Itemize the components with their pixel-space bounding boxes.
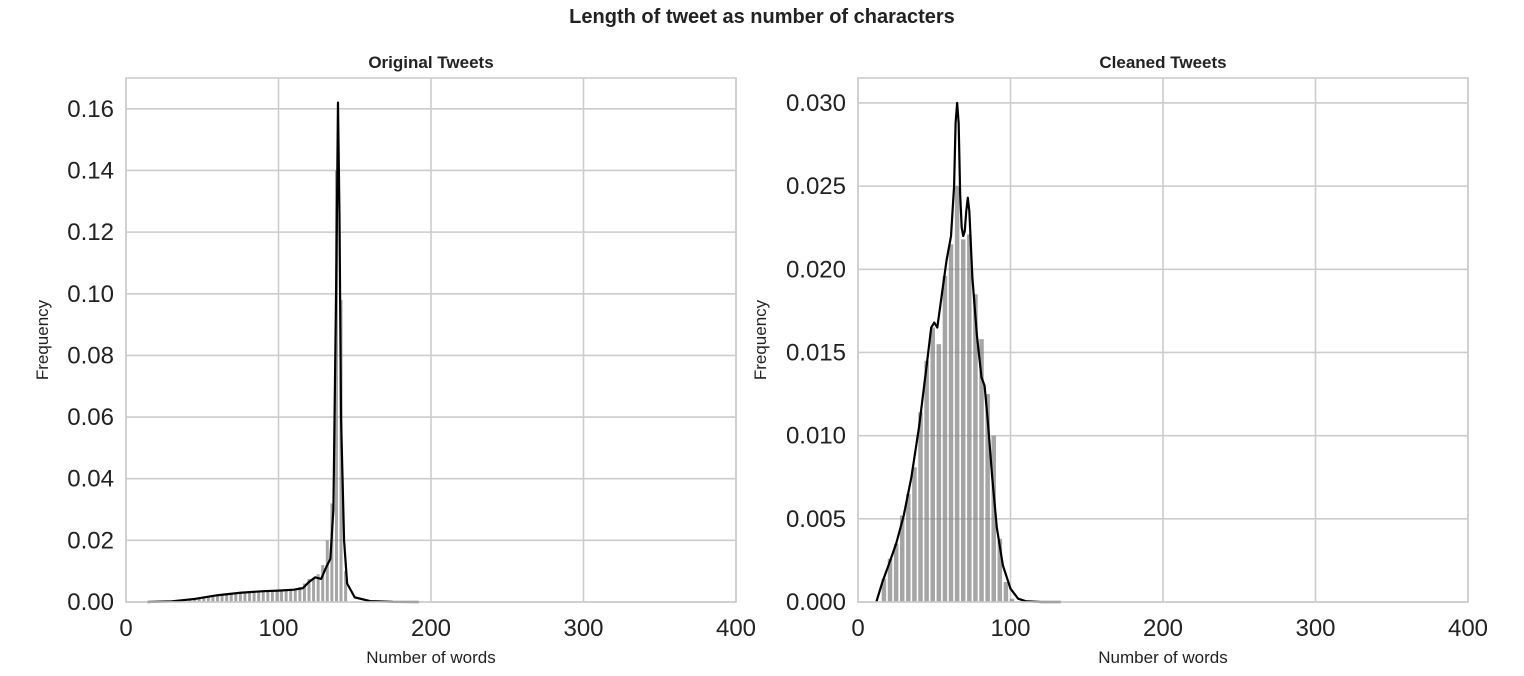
x-tick-label: 100 [990,615,1030,642]
histogram-bar [930,327,935,602]
histogram-bar [1009,598,1015,602]
histogram-bar [312,577,316,602]
kde-line [875,101,1061,604]
y-tick-label: 0.02 [67,527,114,554]
y-tick-label: 0.005 [786,506,846,533]
y-tick-label: 0.16 [67,96,114,123]
x-tick-label: 0 [851,615,864,642]
histogram-bar [284,590,288,602]
x-tick-label: 400 [1448,615,1488,642]
histogram-bar [918,412,923,602]
panel-title: Cleaned Tweets [1099,53,1226,72]
histogram-bar [225,593,229,602]
histogram-bar [887,558,893,602]
figure-title: Length of tweet as number of characters [569,6,955,28]
histogram-bar [321,565,325,602]
histogram-bar [325,540,329,602]
x-tick-label: 100 [258,615,298,642]
histogram-bar [948,244,954,602]
histogram-bar [289,589,293,602]
histogram-bar [316,574,320,602]
histogram-bar [893,543,899,602]
x-axis-label: Number of words [366,648,495,667]
x-tick-label: 300 [1295,615,1335,642]
histogram-bar [924,360,929,602]
x-tick-label: 400 [716,615,756,642]
y-tick-label: 0.00 [67,589,114,616]
y-tick-label: 0.030 [786,90,846,117]
y-axis-label: Frequency [33,299,52,380]
histogram-bar [280,590,284,602]
histogram-bar [220,594,224,602]
histogram-bar [954,186,960,602]
chart-panel-1: 0 100 200 300 400 0.00 0.02 0.04 0.06 0.08 0.10 0.1… [33,53,756,667]
histogram-bar [906,493,911,602]
histogram-bar [270,590,274,602]
x-tick-label: 200 [1143,615,1183,642]
histogram-bar [261,591,265,602]
histogram-bar [960,239,966,602]
histogram-bar [881,578,887,602]
y-tick-label: 0.14 [67,157,114,184]
histogram-bar [257,591,261,602]
x-tick-label: 300 [563,615,603,642]
histogram-bar [344,571,348,602]
histogram-bar [912,467,917,602]
plot-frame [125,77,737,603]
kde-line [147,101,419,604]
histogram-bar [942,275,948,602]
histogram-bar [991,435,996,602]
x-axis-label: Number of words [1098,648,1227,667]
histogram-bar [302,583,306,602]
histogram-bar [973,294,978,602]
histogram-bar [967,234,972,602]
y-tick-label: 0.025 [786,173,846,200]
histogram-bar [330,503,334,602]
histogram-bar [243,592,247,602]
histogram-bar [216,594,219,602]
histogram-bar [202,597,206,602]
histogram-bar [936,344,942,602]
histogram-bar [1003,582,1009,602]
x-tick-label: 200 [411,615,451,642]
histogram-bar [234,592,238,602]
y-tick-label: 0.04 [67,466,114,493]
histogram-bar [899,515,905,602]
histogram-bar [229,593,233,602]
y-tick-label: 0.015 [786,339,846,366]
y-tick-label: 0.06 [67,404,114,431]
plot-frame [857,77,1469,603]
histogram-bar [307,578,311,602]
histogram-bar [298,587,302,602]
y-tick-label: 0.08 [67,342,114,369]
histogram-bar [293,589,297,602]
histogram-bar [197,598,201,602]
chart-panel-2: 0 100 200 300 400 0.000 0.005 0.010 0.015 0.020 0.… [751,53,1488,667]
histogram-bar [997,538,1003,602]
histogram-bar [193,599,197,602]
y-tick-label: 0.010 [786,423,846,450]
histogram-bar [206,596,210,602]
y-axis-label: Frequency [751,299,770,380]
panel-title: Original Tweets [368,53,493,72]
histogram-bar [979,339,984,602]
x-tick-label: 0 [119,615,132,642]
y-tick-label: 0.12 [67,219,114,246]
histogram-bar [211,595,215,602]
histogram-bar [238,592,242,602]
histogram-bar [252,591,256,602]
histogram-bar [248,591,252,602]
y-tick-label: 0.000 [786,589,846,616]
histogram-bar [985,394,990,602]
histogram-bar [275,590,279,602]
y-tick-label: 0.020 [786,256,846,283]
y-tick-label: 0.10 [67,281,114,308]
histogram-bar [266,590,270,602]
histogram-bar [334,170,338,602]
